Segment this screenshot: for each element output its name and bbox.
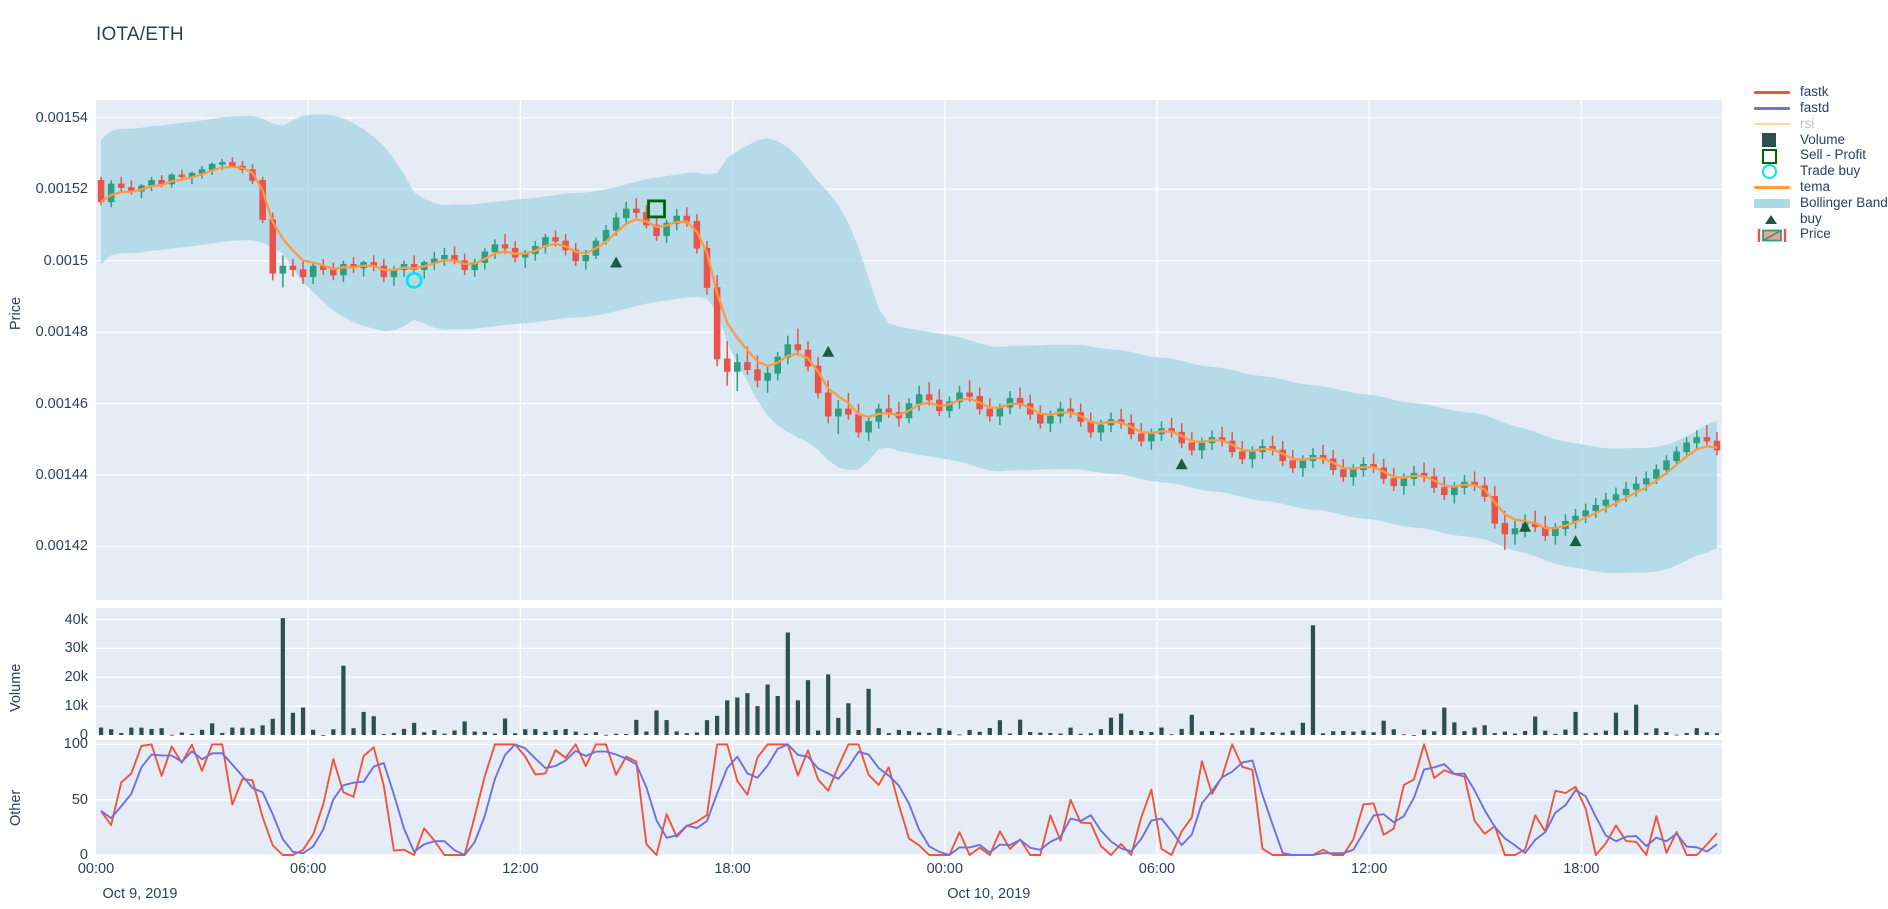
legend-item-trade-buy[interactable]: Trade buy [1752,163,1888,180]
y-tick-label: 0.00142 [35,538,88,555]
chart-legend[interactable]: fastk fastd rsi Volume Sell - Profit Trade bu… [1752,84,1888,242]
legend-label: buy [1800,210,1822,226]
y-tick-label: 0 [79,846,88,863]
y-tick-label: 0.0015 [43,252,88,269]
y-tick-label: 20k [64,669,88,686]
y-tick-label: 0.00152 [35,181,88,198]
legend-item-sell-profit[interactable]: Sell - Profit [1752,147,1888,164]
legend-label: tema [1800,178,1831,194]
volume-bars [98,618,1720,736]
trade-buy-marker [405,271,423,289]
y-axis-ticks: 0.00154 0.00152 0.0015 0.00148 0.00146 0.0014… [0,0,88,909]
buy-marker [1569,535,1582,547]
legend-label: rsi [1800,115,1815,131]
y-tick-label: 0.00144 [35,466,88,483]
y-tick-label: 10k [64,697,88,714]
x-tick-label: 12:00 [502,861,539,877]
line-icon [1752,179,1792,194]
y-tick-label: 40k [64,611,88,628]
band-icon [1752,195,1792,210]
y-tick-label: 0 [79,726,88,743]
x-tick-label: 12:00 [1351,861,1388,877]
y-tick-label: 0.00148 [35,323,88,340]
page-title: IOTA/ETH [96,24,184,45]
legend-item-bollinger-band[interactable]: Bollinger Band [1752,195,1888,211]
legend-label: Sell - Profit [1800,147,1867,163]
line-icon [1752,116,1792,131]
legend-label: Bollinger Band [1800,194,1888,210]
buy-marker [610,256,623,268]
x-tick-label: 06:00 [1138,861,1176,877]
line-icon [1752,100,1792,115]
buy-marker [1519,520,1532,532]
buy-marker [822,345,835,357]
candlestick-icon [1752,227,1792,242]
x-tick-label: 00:00 [77,861,115,877]
legend-label: Volume [1800,131,1846,147]
legend-item-buy[interactable]: buy [1752,210,1888,226]
legend-label: fastd [1800,99,1830,115]
x-tick-label: 18:00 [714,861,751,877]
sell-profit-marker [647,199,666,219]
legend-label: Trade buy [1800,163,1861,179]
x-axis-date-label: Oct 9, 2019 [102,886,178,902]
line-icon [1752,84,1792,99]
x-tick-label: 00:00 [926,861,963,877]
legend-item-rsi[interactable]: rsi [1752,116,1888,132]
legend-item-volume[interactable]: Volume [1752,131,1888,147]
y-tick-label: 100 [63,736,88,753]
buy-marker [1175,458,1188,470]
volume-panel [96,608,1722,735]
legend-label: Price [1800,226,1831,242]
legend-item-tema[interactable]: tema [1752,179,1888,195]
triangle-up-icon [1752,211,1792,226]
x-tick-label: 06:00 [290,861,327,877]
x-tick-label: 18:00 [1563,861,1600,877]
legend-item-fastk[interactable]: fastk [1752,84,1888,100]
y-tick-label: 50 [71,791,88,808]
legend-label: fastk [1800,84,1829,100]
square-open-icon [1752,148,1792,164]
y-tick-label: 0.00146 [35,395,88,412]
square-icon [1752,132,1792,147]
y-tick-label: 30k [64,640,88,657]
legend-item-price[interactable]: Price [1752,226,1888,242]
x-axis-date-label: Oct 10, 2019 [947,886,1031,902]
circle-open-icon [1752,163,1792,180]
legend-item-fastd[interactable]: fastd [1752,100,1888,116]
y-tick-label: 0.00154 [35,109,88,126]
